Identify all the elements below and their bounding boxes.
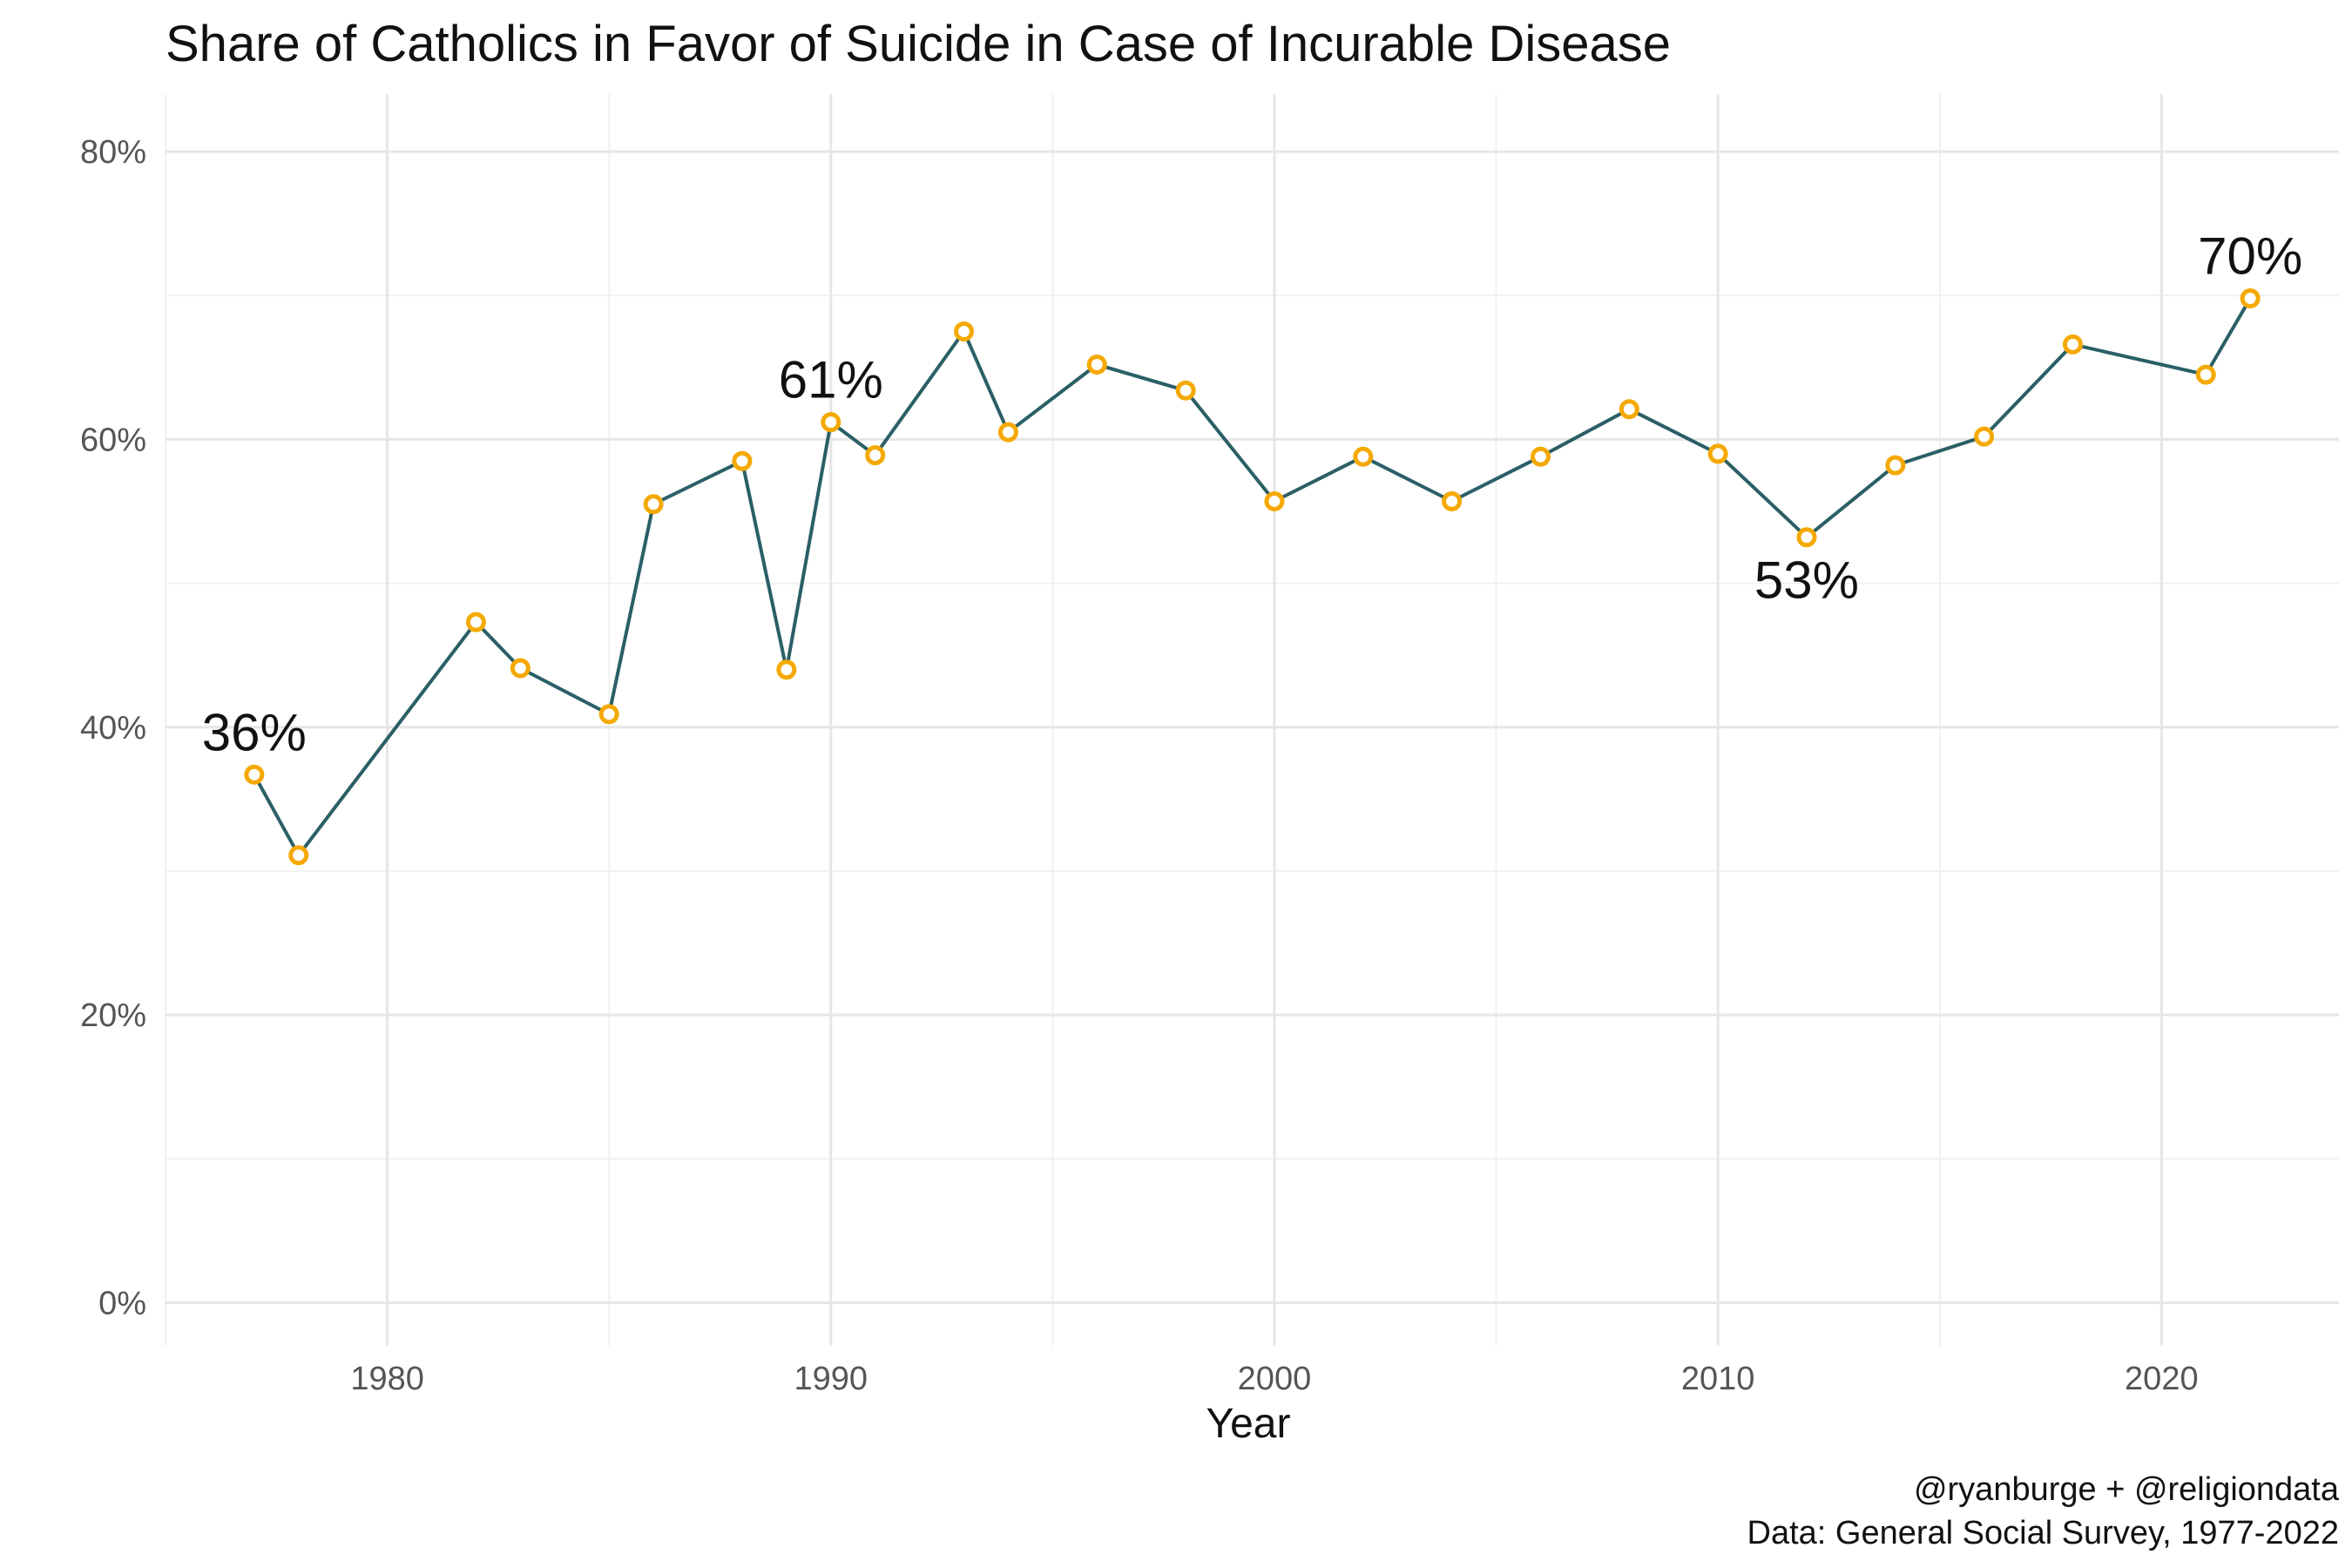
- data-label: 53%: [1754, 551, 1859, 610]
- x-axis-title: Year: [1206, 1401, 1291, 1447]
- data-point: [1796, 527, 1817, 548]
- caption-credit: @ryanburge + @religiondata: [1914, 1471, 2340, 1508]
- series-line: [253, 297, 2252, 857]
- data-point: [1707, 443, 1728, 464]
- series-line-group: [253, 297, 2252, 857]
- data-point: [510, 658, 531, 679]
- data-point: [2195, 364, 2216, 385]
- data-point: [865, 445, 886, 466]
- data-point: [643, 494, 664, 515]
- chart-title: Share of Catholics in Favor of Suicide i…: [166, 16, 1671, 72]
- data-point: [598, 704, 619, 725]
- data-label: 61%: [779, 351, 883, 409]
- x-tick-label: 2010: [1681, 1361, 1755, 1397]
- data-point: [2062, 334, 2083, 355]
- data-point: [821, 412, 841, 433]
- data-point: [776, 659, 797, 680]
- y-axis-tick-labels: 0% 20% 40% 60% 80%: [80, 134, 146, 1321]
- data-point: [1619, 399, 1639, 420]
- x-tick-label: 1980: [350, 1361, 424, 1397]
- data-point: [244, 764, 265, 785]
- data-label: 70%: [2198, 227, 2302, 286]
- data-point: [1086, 355, 1107, 375]
- data-point: [288, 845, 309, 866]
- data-point: [997, 422, 1018, 443]
- data-points: [244, 288, 2261, 866]
- data-point: [465, 612, 486, 632]
- caption-source: Data: General Social Survey, 1977-2022: [1747, 1515, 2339, 1551]
- y-tick-label: 80%: [80, 134, 146, 171]
- data-point: [1974, 426, 1995, 447]
- data-point: [1175, 380, 1196, 401]
- x-tick-label: 1990: [794, 1361, 868, 1397]
- data-point: [1264, 490, 1285, 511]
- data-point: [732, 450, 753, 471]
- x-axis-tick-labels: 1980 1990 2000 2010 2020: [350, 1361, 2198, 1397]
- x-tick-label: 2000: [1238, 1361, 1312, 1397]
- y-tick-label: 60%: [80, 422, 146, 458]
- y-tick-label: 20%: [80, 997, 146, 1034]
- data-label: 36%: [202, 703, 307, 761]
- data-annotations: 36% 61% 53% 70%: [202, 227, 2302, 762]
- data-point: [1885, 455, 1906, 476]
- y-tick-label: 40%: [80, 710, 146, 747]
- data-point: [1353, 446, 1374, 467]
- y-tick-label: 0%: [98, 1285, 146, 1321]
- data-point: [954, 321, 975, 342]
- data-point: [1530, 446, 1551, 467]
- minor-gridlines: [165, 94, 2339, 1346]
- data-point: [1442, 490, 1463, 511]
- x-tick-label: 2020: [2125, 1361, 2199, 1397]
- data-point: [2240, 288, 2261, 309]
